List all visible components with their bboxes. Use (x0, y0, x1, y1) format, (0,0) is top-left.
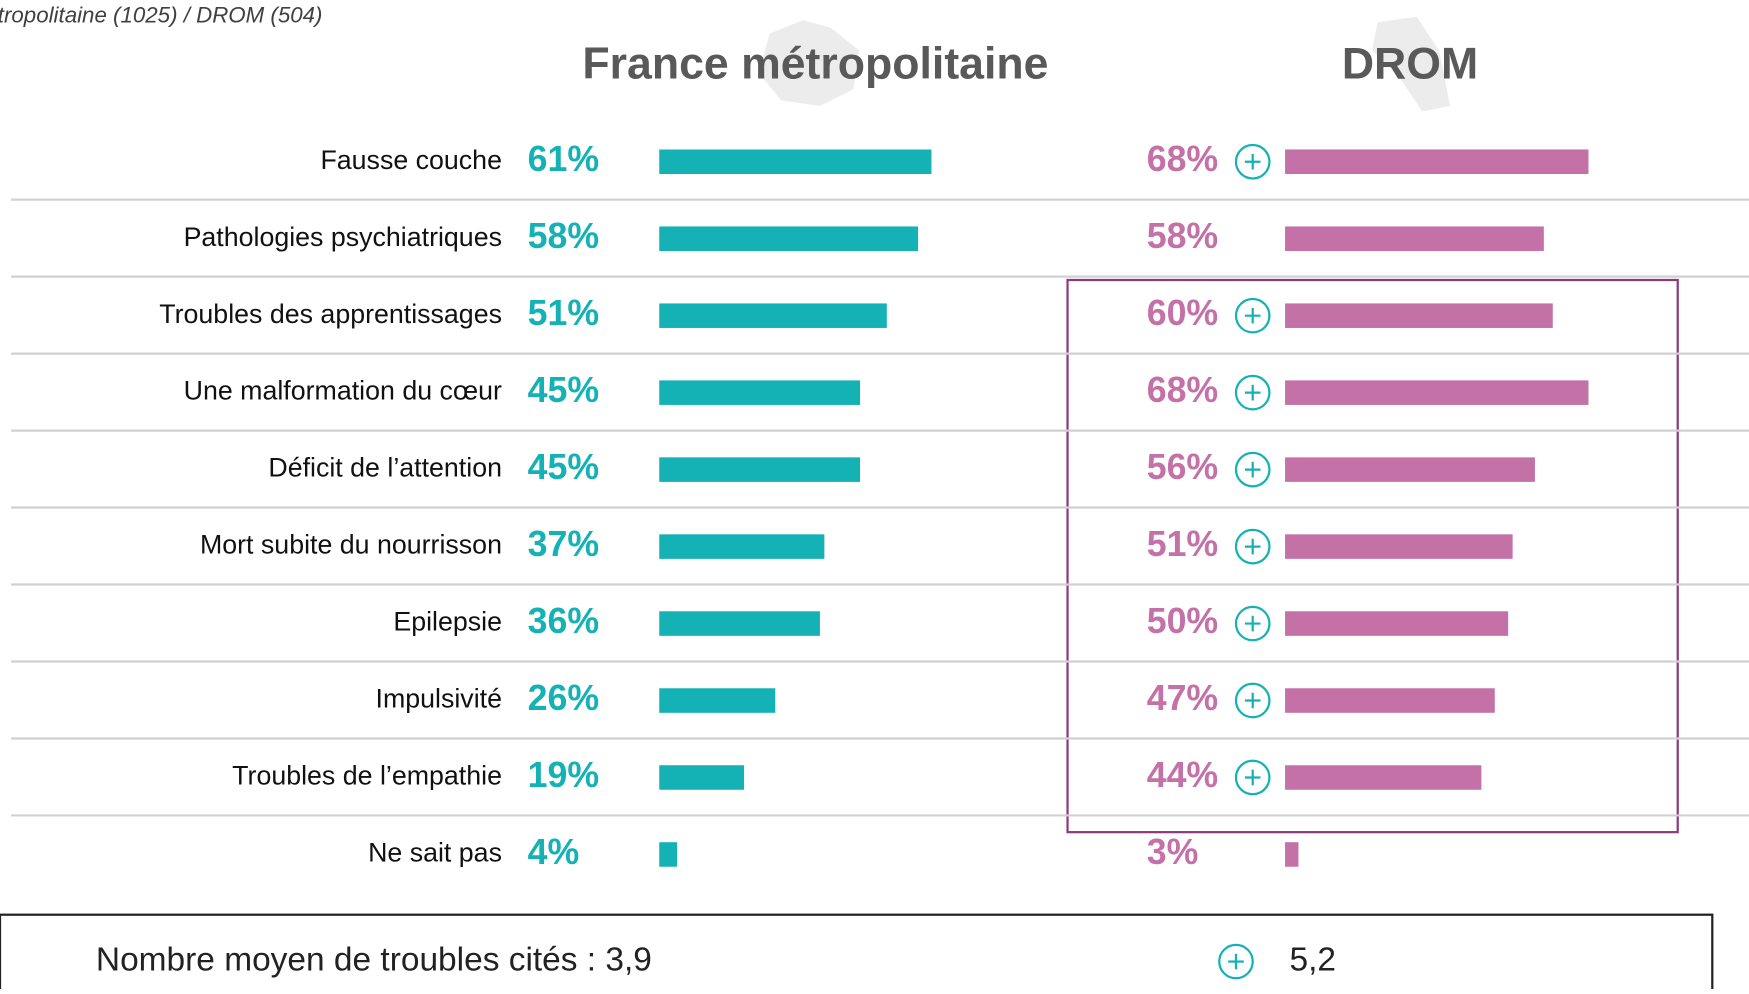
value-label: 36% (528, 601, 599, 641)
bar (1285, 842, 1299, 867)
bar (1285, 380, 1589, 405)
icon-circle (1218, 943, 1254, 980)
category-label: Pathologies psychiatriques (184, 222, 502, 252)
significance-icon (1234, 143, 1271, 180)
category-label: Epilepsie (393, 607, 502, 637)
icon-circle (1234, 143, 1271, 180)
significance-icon (1234, 374, 1271, 411)
highlight-box (1066, 278, 1679, 834)
significance-icon (1234, 759, 1271, 796)
icon-circle (1234, 759, 1271, 796)
value-label: 3% (1147, 832, 1199, 872)
value-label: 68% (1147, 139, 1218, 179)
value-label: 68% (1147, 370, 1218, 410)
bar (1285, 226, 1544, 251)
value-label: 19% (528, 755, 599, 795)
category-label: Déficit de l’attention (268, 453, 502, 483)
bar (659, 765, 745, 790)
header-france: France métropolitaine (582, 40, 1048, 89)
bar (659, 149, 932, 175)
value-label: 56% (1147, 447, 1218, 487)
bar (1285, 149, 1589, 175)
icon-circle (1234, 605, 1271, 642)
icon-circle (1234, 682, 1271, 719)
value-label: 51% (528, 293, 599, 333)
value-label: 45% (528, 447, 599, 487)
chart-body: tropolitaine (1025) / DROM (504) France … (0, 3, 1749, 994)
average-france: 3,9 (605, 941, 652, 978)
value-label: 37% (528, 524, 599, 564)
value-label: 50% (1147, 601, 1218, 641)
value-label: 61% (528, 139, 599, 179)
bar (1285, 611, 1509, 636)
bar (1285, 534, 1513, 559)
value-label: 60% (1147, 293, 1218, 333)
value-label: 26% (528, 678, 599, 718)
icon-circle (1234, 374, 1271, 411)
icon-circle (1234, 297, 1271, 334)
icon-circle (1234, 451, 1271, 488)
icon-circle (1234, 528, 1271, 565)
value-label: 47% (1147, 678, 1218, 718)
bar (1285, 457, 1535, 482)
category-label: Troubles de l’empathie (232, 761, 502, 791)
significance-icon (1234, 528, 1271, 565)
bar (659, 534, 825, 559)
bar (1285, 688, 1495, 713)
category-label: Fausse couche (320, 145, 502, 175)
bar (659, 611, 820, 636)
average-drom: 5,2 (1290, 941, 1337, 978)
footer-box (0, 913, 1714, 994)
category-label: Impulsivité (376, 684, 502, 714)
bar (659, 842, 678, 867)
value-label: 58% (1147, 216, 1218, 256)
value-label: 4% (528, 832, 580, 872)
category-label: Une malformation du cœur (184, 376, 502, 406)
footer-text: Nombre moyen de troubles cités : (96, 941, 596, 978)
subtitle: tropolitaine (1025) / DROM (504) (0, 3, 322, 28)
bar (1285, 765, 1482, 790)
value-label: 58% (528, 216, 599, 256)
map-drom (1372, 16, 1451, 112)
significance-icon (1234, 605, 1271, 642)
category-label: Ne sait pas (368, 838, 502, 868)
footer-label: Nombre moyen de troubles cités : 3,9 (96, 941, 652, 978)
bar (659, 688, 776, 713)
bar (1285, 303, 1553, 328)
bar (659, 303, 887, 328)
map-france (758, 20, 859, 106)
significance-icon (1234, 451, 1271, 488)
value-label: 51% (1147, 524, 1218, 564)
value-label: 44% (1147, 755, 1218, 795)
bar (659, 380, 861, 405)
significance-icon (1218, 943, 1254, 980)
category-label: Mort subite du nourrisson (200, 530, 502, 560)
value-label: 45% (528, 370, 599, 410)
bar (659, 226, 919, 251)
bar (659, 457, 861, 482)
category-label: Troubles des apprentissages (159, 299, 502, 329)
header-drom: DROM (1342, 40, 1478, 89)
significance-icon (1234, 682, 1271, 719)
significance-icon (1234, 297, 1271, 334)
